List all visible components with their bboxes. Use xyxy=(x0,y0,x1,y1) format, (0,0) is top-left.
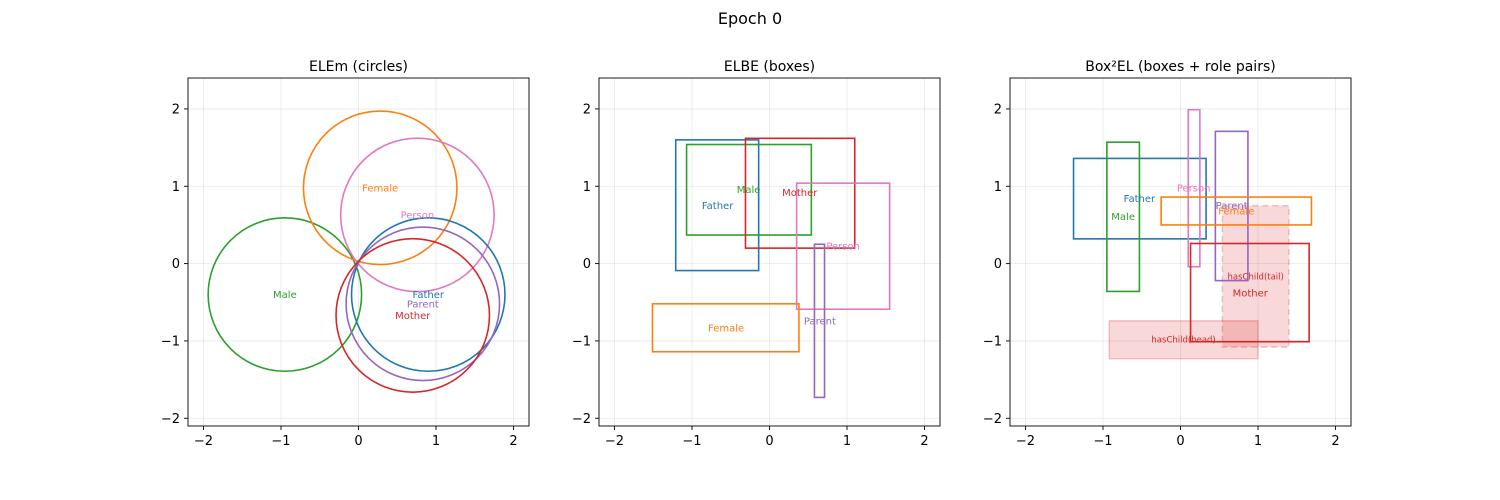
panel-title: ELBE (boxes) xyxy=(724,59,815,75)
y-tick-label: 1 xyxy=(172,180,180,195)
x-tick-label: −1 xyxy=(1093,434,1112,449)
concept-label: Father xyxy=(413,290,445,301)
concept-circle xyxy=(302,110,458,266)
panel-title: ELEm (circles) xyxy=(309,59,408,75)
concept-label: Male xyxy=(1111,212,1135,223)
figure-title: Epoch 0 xyxy=(718,9,782,28)
y-tick-label: 0 xyxy=(583,257,591,272)
concept-circle xyxy=(350,217,506,373)
concept-label: Parent xyxy=(1216,201,1248,212)
concept-label: Father xyxy=(702,201,734,212)
role-box xyxy=(1221,204,1290,348)
concept-box xyxy=(1214,130,1249,282)
concept-box xyxy=(744,137,856,249)
concept-label: Parent xyxy=(804,316,836,327)
concept-label: Mother xyxy=(782,188,818,199)
x-tick-label: −2 xyxy=(1016,434,1035,449)
role-box xyxy=(1108,320,1259,360)
y-tick-label: 2 xyxy=(994,102,1002,117)
concept-label: Person xyxy=(401,210,435,221)
concept-circle xyxy=(345,226,501,382)
y-tick-label: −2 xyxy=(161,412,180,427)
panel-title: Box²EL (boxes + role pairs) xyxy=(1085,59,1275,75)
x-tick-label: −2 xyxy=(194,434,213,449)
x-tick-label: 2 xyxy=(920,434,928,449)
concept-circle xyxy=(339,137,495,293)
concept-box xyxy=(1106,141,1141,293)
concept-label: Male xyxy=(737,185,761,196)
concept-circle xyxy=(207,217,363,373)
concept-label: Mother xyxy=(395,311,431,322)
role-label: hasChild(tail) xyxy=(1227,273,1283,283)
y-tick-label: −1 xyxy=(572,334,591,349)
y-tick-label: −2 xyxy=(572,412,591,427)
concept-label: Person xyxy=(1177,183,1211,194)
concept-label: Male xyxy=(273,290,297,301)
concept-box xyxy=(795,182,891,311)
y-tick-label: 0 xyxy=(172,257,180,272)
concept-box xyxy=(674,139,760,272)
x-tick-label: 0 xyxy=(1176,434,1184,449)
concept-box xyxy=(1160,196,1313,226)
x-tick-label: 1 xyxy=(1254,434,1262,449)
x-tick-label: 0 xyxy=(765,434,773,449)
y-tick-label: 1 xyxy=(994,180,1002,195)
concept-label: Female xyxy=(708,323,744,334)
y-tick-label: 2 xyxy=(172,102,180,117)
role-label: hasChild(head) xyxy=(1151,335,1215,345)
concept-box xyxy=(1187,108,1201,268)
concept-label: Parent xyxy=(407,299,439,310)
concept-box xyxy=(651,303,800,353)
concept-box xyxy=(685,143,813,236)
concept-label: Female xyxy=(1218,207,1254,218)
concept-circle xyxy=(335,237,491,393)
concept-label: Person xyxy=(826,241,860,252)
chart-panel-3: hasChild(tail) hasChild(head) Father Male Pe… xyxy=(983,59,1352,449)
x-tick-label: 1 xyxy=(843,434,851,449)
plot-area: hasChild(tail) hasChild(head) Father Male Pe… xyxy=(1072,108,1313,360)
x-tick-label: −1 xyxy=(682,434,701,449)
concept-box xyxy=(1189,242,1310,343)
y-tick-label: −1 xyxy=(983,334,1002,349)
concept-label: Mother xyxy=(1233,288,1269,299)
x-tick-label: −1 xyxy=(271,434,290,449)
y-tick-label: −1 xyxy=(161,334,180,349)
x-tick-label: 2 xyxy=(1331,434,1339,449)
y-tick-label: −2 xyxy=(983,412,1002,427)
x-tick-label: −2 xyxy=(605,434,624,449)
x-tick-label: 2 xyxy=(509,434,517,449)
concept-label: Father xyxy=(1124,194,1156,205)
y-tick-label: 2 xyxy=(583,102,591,117)
concept-box xyxy=(813,243,826,399)
x-tick-label: 1 xyxy=(432,434,440,449)
concept-label: Female xyxy=(362,183,398,194)
y-tick-label: 0 xyxy=(994,257,1002,272)
y-tick-label: 1 xyxy=(583,180,591,195)
x-tick-label: 0 xyxy=(354,434,362,449)
